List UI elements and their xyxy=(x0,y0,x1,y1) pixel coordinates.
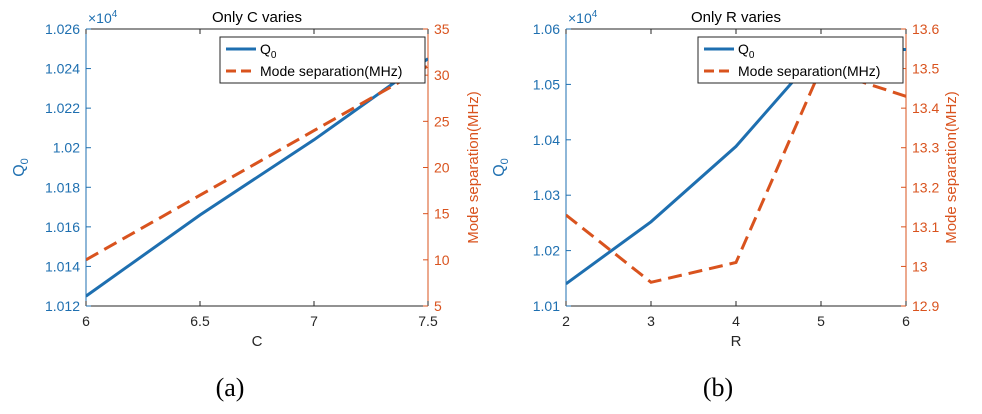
y-axis-label-left: Q0 xyxy=(491,158,511,177)
y-axis-label-left: Q0 xyxy=(11,158,31,177)
x-tick-label: 7 xyxy=(310,313,318,329)
y-axis-label-right: Mode separation(MHz) xyxy=(465,91,482,244)
x-tick-label: 2 xyxy=(562,313,570,329)
y-tick-label-left: 1.02 xyxy=(53,140,80,156)
y-tick-label-left: 1.02 xyxy=(533,243,560,259)
series-line-mode-separation xyxy=(566,66,906,284)
y-tick-label-right: 13.1 xyxy=(912,219,939,235)
x-tick-label: 6.5 xyxy=(190,313,210,329)
series-line-q0 xyxy=(566,48,906,286)
y-tick-label-right: 12.9 xyxy=(912,298,939,314)
series-line-q0 xyxy=(86,57,428,298)
y-tick-label-right: 5 xyxy=(434,298,442,314)
x-tick-label: 6 xyxy=(82,313,90,329)
y-tick-label-left: 1.06 xyxy=(533,21,560,37)
caption-a: (a) xyxy=(216,373,245,402)
legend-entry: Mode separation(MHz) xyxy=(260,63,402,79)
y-tick-label-left: 1.012 xyxy=(45,298,80,314)
x-tick-label: 6 xyxy=(902,313,910,329)
chart-title: Only C varies xyxy=(212,9,302,26)
y-tick-label-left: 1.05 xyxy=(533,76,560,92)
y-tick-label-right: 13.3 xyxy=(912,140,939,156)
y-tick-label-right: 13.6 xyxy=(912,21,939,37)
y-tick-label-right: 35 xyxy=(434,21,450,37)
series-line-mode-separation xyxy=(86,64,428,262)
y-tick-label-left: 1.014 xyxy=(45,258,80,274)
y-tick-label-left: 1.026 xyxy=(45,21,80,37)
chart-panel-b: 2 3 4 5 6 1.01 1.02 1.03 1.04 1.05 1.06 12.9 13 13.1 1… xyxy=(491,9,960,350)
legend-box xyxy=(697,36,904,84)
legend-entry: Mode separation(MHz) xyxy=(738,63,880,79)
x-tick-label: 7.5 xyxy=(418,313,438,329)
y-tick-label-left: 1.01 xyxy=(533,298,560,314)
y-tick-label-right: 10 xyxy=(434,252,450,268)
y-tick-label-right: 13 xyxy=(912,258,928,274)
y-tick-label-right: 30 xyxy=(434,67,450,83)
y-tick-label-right: 25 xyxy=(434,113,450,129)
y-tick-label-right: 13.4 xyxy=(912,100,939,116)
x-tick-label: 5 xyxy=(817,313,825,329)
legend-box xyxy=(219,36,426,84)
y-tick-label-left: 1.024 xyxy=(45,61,80,77)
y-tick-label-left: 1.04 xyxy=(533,132,560,148)
chart-panel-a: 6 6.5 7 7.5 1.012 1.014 1.016 1.018 1.02 1.022 1.0… xyxy=(11,9,482,350)
y-tick-label-right: 20 xyxy=(434,160,450,176)
y-tick-label-right: 15 xyxy=(434,206,450,222)
y-tick-label-left: 1.022 xyxy=(45,100,80,116)
y-tick-label-left: 1.018 xyxy=(45,179,80,195)
x-axis-label: R xyxy=(731,333,742,350)
chart-title: Only R varies xyxy=(691,9,781,26)
x-tick-label: 4 xyxy=(732,313,740,329)
exponent-label: ×104 xyxy=(88,9,118,26)
y-tick-label-left: 1.016 xyxy=(45,219,80,235)
x-tick-label: 3 xyxy=(647,313,655,329)
y-tick-label-right: 13.5 xyxy=(912,61,939,77)
exponent-label: ×104 xyxy=(568,9,598,26)
y-axis-label-right: Mode separation(MHz) xyxy=(943,91,960,244)
caption-b: (b) xyxy=(703,373,733,402)
y-tick-label-left: 1.03 xyxy=(533,187,560,203)
y-tick-label-right: 13.2 xyxy=(912,179,939,195)
x-axis-label: C xyxy=(252,333,263,350)
